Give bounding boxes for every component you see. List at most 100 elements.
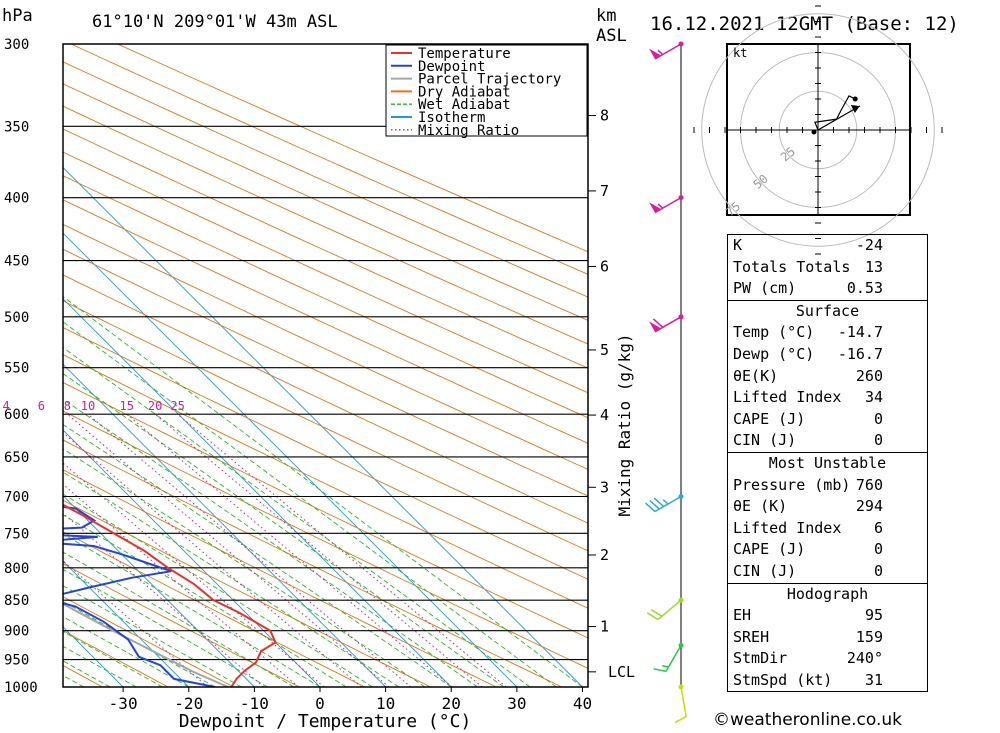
mixing-ratio-line xyxy=(63,483,299,687)
pressure-tick-label: 800 xyxy=(4,561,29,577)
mixing-ratio-lines xyxy=(63,413,507,687)
hodograph-index-label: SREH xyxy=(733,627,770,646)
pressure-tick-label: 850 xyxy=(4,593,29,609)
surface-index-row: Dewp (°C) -16.7 xyxy=(728,344,927,366)
most-unstable-index-label: Lifted Index xyxy=(733,518,842,537)
dry-adiabat-line xyxy=(63,596,234,687)
most-unstable-index-value: 0 xyxy=(873,561,883,580)
wind-barb-shaft xyxy=(680,686,687,717)
surface-index-label: Lifted Index xyxy=(733,388,842,407)
dry-adiabat-line xyxy=(63,469,497,687)
wet-adiabat-line xyxy=(63,347,531,687)
hodograph-ring xyxy=(701,13,935,247)
pressure-tick-label: 750 xyxy=(4,526,29,542)
km-tick-label: 3 xyxy=(600,478,609,496)
legend-label: Temperature xyxy=(418,46,511,62)
mixing-ratio-axis-title: Mixing Ratio (g/kg) xyxy=(615,333,634,516)
isotherm-line xyxy=(63,298,452,687)
x-tick-label: 20 xyxy=(442,694,461,713)
mixing-ratio-label: 8 xyxy=(64,399,71,413)
surface-index-value: 0 xyxy=(873,431,883,450)
wind-barb xyxy=(645,494,684,513)
pressure-tick-label: 300 xyxy=(4,37,29,53)
legend-label: Dry Adiabat xyxy=(418,84,511,100)
surface-index-label: Dewp (°C) xyxy=(733,344,815,363)
pressure-tick-label: 650 xyxy=(4,450,29,466)
surface-title: Surface xyxy=(795,301,860,320)
x-tick-label: 30 xyxy=(507,694,526,713)
dry-adiabat-line xyxy=(63,381,588,639)
hodograph-index-value: 240° xyxy=(846,649,883,668)
wind-barb xyxy=(649,195,684,214)
mixing-ratio-label: 6 xyxy=(38,399,45,413)
wind-barb xyxy=(649,314,684,333)
most-unstable-index-row: θE (K) 294 xyxy=(728,496,927,518)
wind-barb-base xyxy=(678,597,684,603)
hodograph-index-label: StmDir xyxy=(733,649,788,668)
most-unstable-index-label: CIN (J) xyxy=(733,561,797,580)
isotherm-line xyxy=(63,363,386,687)
wet-adiabat-line xyxy=(63,424,452,687)
wind-barb-half xyxy=(662,665,669,668)
surface-index-label: CAPE (J) xyxy=(733,409,806,428)
hodograph-title: Hodograph xyxy=(786,584,869,603)
wind-barbs xyxy=(645,41,687,724)
wind-barb-full xyxy=(649,500,660,510)
km-tick-label: 4 xyxy=(600,406,609,424)
temperature-profile xyxy=(63,503,277,687)
surface-index-row: Temp (°C) -14.7 xyxy=(728,322,927,344)
wind-barb-full xyxy=(650,609,663,617)
wet-adiabat-line xyxy=(63,568,268,687)
temperature-axis: -30 -20 -10 0 10 20 30 40 xyxy=(109,687,592,713)
most-unstable-index-row: Pressure (mb) 760 xyxy=(728,475,927,497)
wet-adiabat-line xyxy=(63,533,321,687)
hodograph-section: Hodograph EH 95 SREH 159 StmDir 240° StmSpd (k… xyxy=(728,582,927,692)
x-axis-title: Dewpoint / Temperature (°C) xyxy=(179,711,472,732)
most-unstable-index-value: 6 xyxy=(873,518,883,537)
x-tick-label: -20 xyxy=(174,694,203,713)
wind-barb xyxy=(646,597,684,621)
mixing-ratio-label: 4 xyxy=(2,399,9,413)
wet-adiabat-line xyxy=(63,551,295,687)
storm-motion-vector xyxy=(817,105,861,131)
wind-barb-full xyxy=(653,497,665,508)
dry-adiabat-line xyxy=(63,326,588,580)
surface-index-value: -16.7 xyxy=(837,344,883,363)
x-tick-label: -30 xyxy=(109,694,138,713)
storm-motion-arrowhead xyxy=(850,104,860,113)
general-index-row: Totals Totals 13 xyxy=(728,257,927,279)
pressure-tick-label: 350 xyxy=(4,119,29,135)
general-index-row: PW (cm) 0.53 xyxy=(728,278,927,300)
wind-barb-base xyxy=(678,41,684,47)
km-tick-label: 1 xyxy=(600,618,609,636)
mixing-ratio-line xyxy=(63,431,362,687)
wind-barb-half xyxy=(657,49,664,56)
hodograph-end-marker xyxy=(852,96,858,102)
surface-index-label: CIN (J) xyxy=(733,431,797,450)
hodograph-index-value: 31 xyxy=(864,670,883,689)
pressure-tick-label: 1000 xyxy=(4,680,38,696)
surface-index-row: CIN (J) 0 xyxy=(728,430,927,452)
km-tick-label: 5 xyxy=(600,341,609,359)
general-index-label: PW (cm) xyxy=(733,279,797,298)
hodograph-index-row: SREH 159 xyxy=(728,627,927,649)
surface-index-row: θE(K) 260 xyxy=(728,366,927,388)
temperature-line xyxy=(63,503,277,687)
x-tick-label: 40 xyxy=(573,694,592,713)
most-unstable-index-row: CAPE (J) 0 xyxy=(728,539,927,561)
isotherm-line xyxy=(63,166,583,687)
hodograph-index-value: 95 xyxy=(864,606,883,625)
most-unstable-title: Most Unstable xyxy=(768,453,887,472)
surface-index-row: CAPE (J) 0 xyxy=(728,409,927,431)
hodograph-index-row: StmSpd (kt) 31 xyxy=(728,670,927,692)
surface-index-value: 0 xyxy=(873,409,883,428)
wet-adiabat-line xyxy=(63,514,347,687)
legend-label: Dewpoint xyxy=(418,59,485,75)
most-unstable-section: Most Unstable Pressure (mb) 760 θE (K) 294 L… xyxy=(728,451,927,583)
wind-barb-pennant xyxy=(649,48,662,59)
mixing-ratio-label: 10 xyxy=(81,399,95,413)
x-tick-label: 10 xyxy=(376,694,395,713)
km-tick-label: 2 xyxy=(600,546,609,564)
dry-adiabat-line xyxy=(63,531,366,687)
surface-index-value: 34 xyxy=(864,388,883,407)
